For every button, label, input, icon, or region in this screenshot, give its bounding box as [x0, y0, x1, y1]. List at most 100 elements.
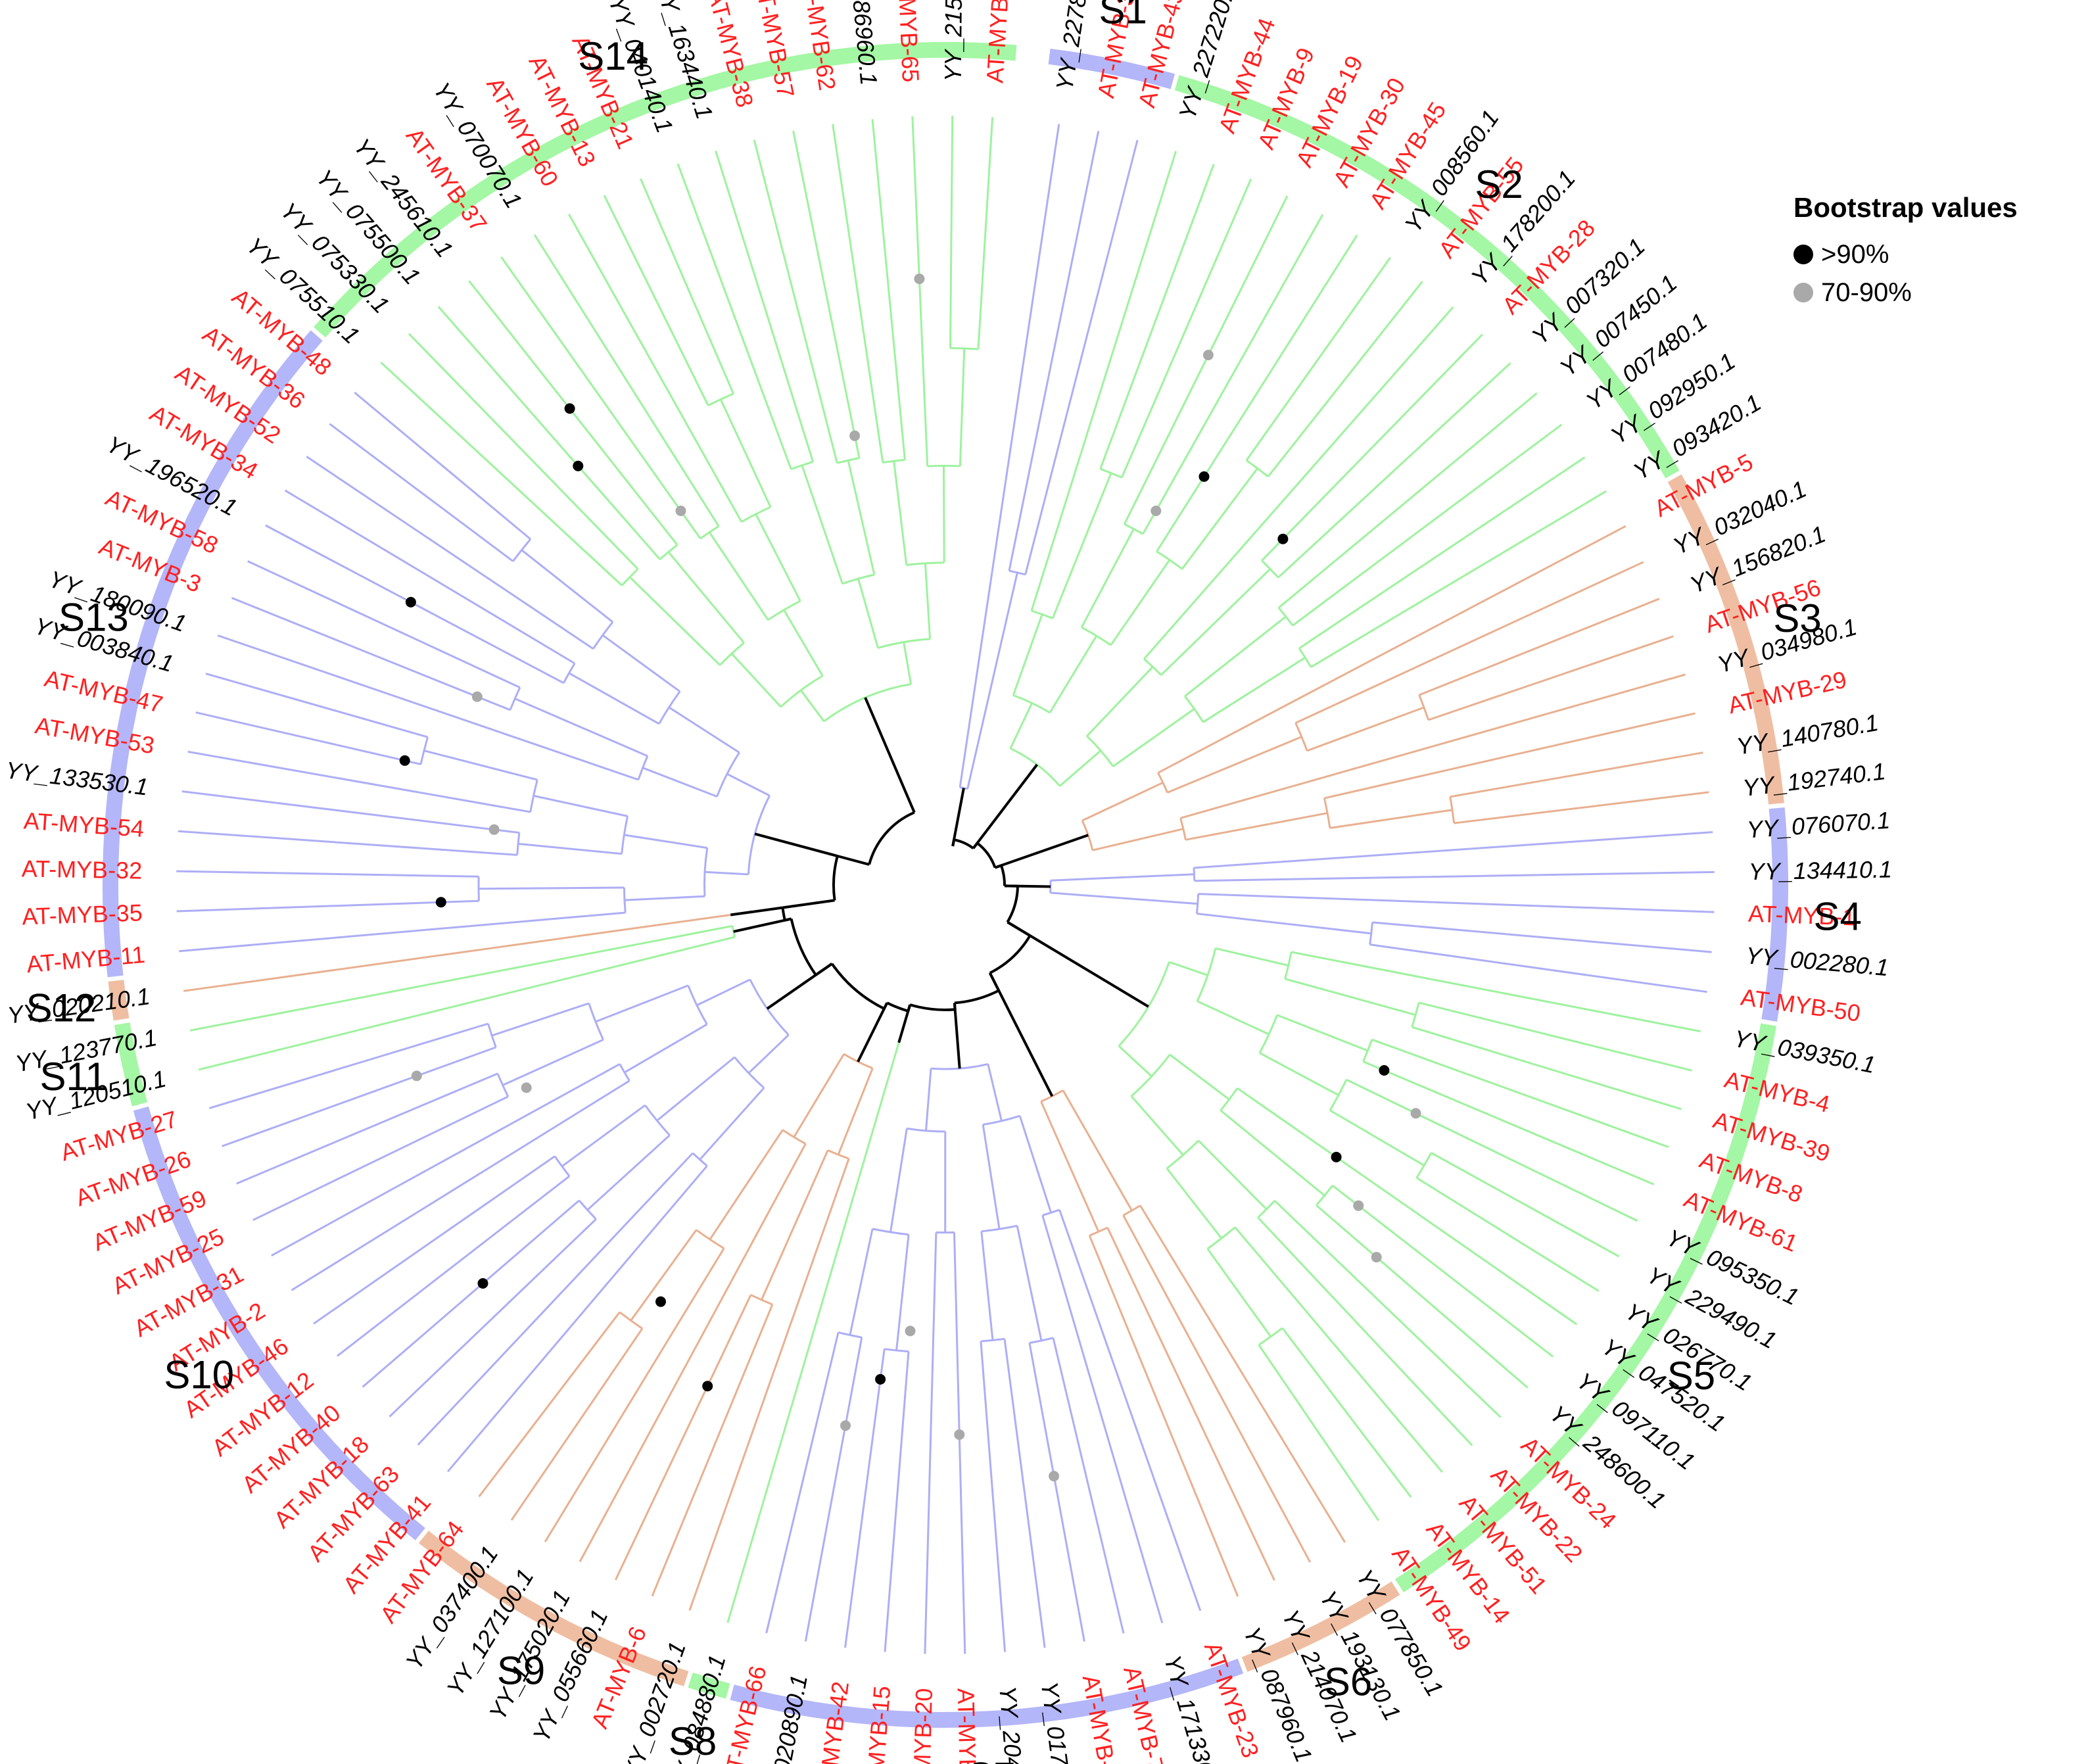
clade-stem	[629, 576, 721, 666]
leaf-label: AT-MYB-57	[749, 0, 799, 100]
leaf-label: YY_215950.1	[939, 0, 968, 82]
tip-branch	[1075, 139, 1139, 379]
clade-stem	[847, 460, 876, 575]
clade-stem	[478, 886, 625, 890]
clade-stem	[1454, 808, 1569, 824]
tip-branch	[1527, 935, 1712, 953]
clade-stem	[1331, 1185, 1429, 1261]
subgroup-label: S6	[1324, 1660, 1372, 1704]
tip-branch	[603, 195, 663, 312]
subgroup-ring-arc	[1394, 1023, 1776, 1592]
clade-stem	[1157, 705, 1284, 774]
clade-stem	[1292, 535, 1413, 627]
clade-stem	[699, 1087, 765, 1160]
bootstrap-dot	[471, 691, 483, 702]
tip-branch	[1314, 1427, 1380, 1521]
tip-branch	[832, 124, 863, 316]
subgroup-ring-arc	[419, 1531, 689, 1686]
tip-branch	[1301, 1306, 1443, 1473]
clade-arc	[842, 573, 875, 585]
subgroup-label: S14	[578, 34, 648, 78]
clade-stem	[499, 585, 594, 650]
tip-branch	[1149, 164, 1215, 337]
clade-stem	[980, 1341, 993, 1480]
subgroup-label: S12	[26, 986, 97, 1030]
clade-stem	[419, 791, 531, 813]
clade-stem	[447, 469, 531, 540]
clade-stem	[747, 1034, 790, 1074]
backbone-branch	[972, 763, 1038, 849]
tip-branch	[217, 634, 495, 732]
clade-stem	[445, 585, 575, 665]
tip-branch	[1207, 1371, 1312, 1563]
bootstrap-dot	[1410, 1108, 1421, 1119]
leaf-label: YY_134410.1	[1748, 855, 1892, 885]
leaf-label: AT-MYB-50	[1739, 984, 1862, 1027]
backbone-arc	[832, 855, 839, 901]
leaf-label: YY_192740.1	[1742, 757, 1887, 801]
backbone-branch	[953, 1003, 961, 1069]
tip-branch	[533, 234, 638, 398]
subgroup-ring-arc	[102, 330, 323, 978]
legend-label-mid: 70-90%	[1821, 277, 1912, 307]
clade-stem	[1030, 453, 1082, 611]
tip-branch	[510, 1411, 587, 1521]
clade-stem	[1040, 1101, 1100, 1233]
clade-stem	[1206, 1248, 1272, 1337]
leaf-label: AT-MYB-65	[892, 0, 924, 83]
clade-stem	[398, 630, 521, 689]
clade-stem	[1316, 1204, 1412, 1288]
tip-branch	[208, 1061, 364, 1110]
backbone-branch	[1007, 920, 1149, 1008]
tip-branch	[984, 117, 994, 241]
backbone-arc	[781, 907, 786, 921]
clade-stem	[595, 984, 689, 1023]
clade-stem	[517, 488, 623, 586]
bootstrap-dot	[411, 1070, 422, 1082]
bootstrap-dot	[1198, 471, 1210, 482]
subgroup-label: S7	[967, 1755, 1015, 1764]
clade-stem	[343, 873, 479, 878]
backbone-branch	[951, 788, 965, 847]
clade-stem	[475, 1080, 630, 1177]
clade-stem	[1181, 467, 1258, 570]
leaf-label: AT-MYB-35	[22, 899, 143, 930]
clade-stem	[397, 1095, 509, 1151]
clade-stem	[1197, 1139, 1268, 1210]
tip-branch	[181, 790, 369, 815]
clade-stem	[1258, 1344, 1316, 1429]
tip-branch	[1353, 1168, 1578, 1325]
backbone-connector	[907, 1004, 912, 1012]
subgroup-ring-arc	[133, 1106, 425, 1540]
leaf-label: YY_020890.1	[760, 1673, 813, 1764]
clade-stem	[1123, 381, 1197, 525]
bootstrap-dot	[1049, 1471, 1060, 1482]
bootstrap-dot	[405, 596, 416, 608]
subgroup-label: S8	[669, 1719, 717, 1763]
clade-stem	[943, 465, 945, 563]
backbone-branch	[730, 906, 783, 917]
tip-branch	[1122, 1391, 1202, 1611]
clade-stem	[642, 767, 718, 798]
clade-stem	[1156, 448, 1223, 552]
clade-stem	[668, 706, 740, 753]
clade-stem	[1220, 1109, 1325, 1197]
clade-stem	[1062, 1089, 1133, 1211]
bootstrap-dot	[849, 430, 861, 441]
clade-stem	[389, 660, 511, 711]
clade-stem	[1009, 702, 1033, 749]
backbone-connector	[994, 864, 1002, 869]
clade-stem	[921, 352, 929, 467]
clade-stem	[930, 1232, 937, 1416]
subgroup-label: S3	[1773, 596, 1821, 640]
clade-stem	[535, 463, 639, 570]
clade-arc	[1118, 961, 1170, 1047]
leaf-label: AT-MYB-53	[33, 711, 156, 759]
clade-stem	[1080, 528, 1135, 629]
clade-stem	[1110, 559, 1171, 646]
clade-stem	[1086, 666, 1154, 737]
black-dot-icon	[1793, 245, 1813, 264]
backbone-connector	[782, 899, 835, 909]
clade-stem	[1324, 767, 1453, 799]
bootstrap-dot	[1202, 350, 1214, 360]
